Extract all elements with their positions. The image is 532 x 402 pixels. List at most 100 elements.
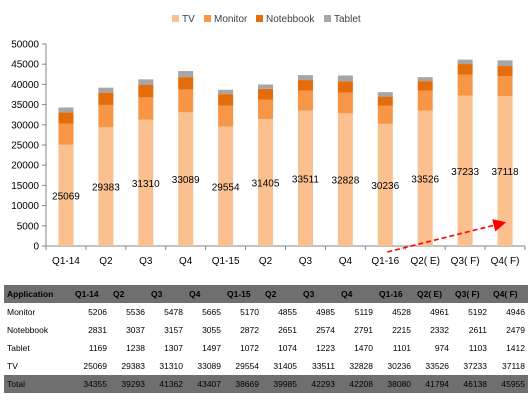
bar-segment-monitor xyxy=(457,74,473,96)
bar-segment-tablet xyxy=(258,84,274,89)
table-cell: 4961 xyxy=(430,307,449,317)
x-tick-label: Q1-16 xyxy=(371,256,399,267)
y-tick-label: 15000 xyxy=(11,181,39,192)
bar-segment-notebbook xyxy=(297,80,313,91)
table-cell: 1497 xyxy=(202,343,221,353)
data-label: 31405 xyxy=(252,179,280,190)
bar-segment-tablet xyxy=(58,107,74,113)
table-cell: 25069 xyxy=(83,361,107,371)
bar-segment-tablet xyxy=(377,92,393,97)
x-tick-label: Q3 xyxy=(299,256,313,267)
table-header-cell: Q1-16 xyxy=(376,285,414,303)
table-header-cell: Q3( F) xyxy=(452,285,490,303)
bar-segment-monitor xyxy=(138,97,154,120)
table-cell: 2872 xyxy=(240,325,259,335)
trend-arrow xyxy=(387,219,507,253)
data-label: 37118 xyxy=(492,167,520,178)
table-cell: 30236 xyxy=(387,361,411,371)
bar-segment-tv xyxy=(98,127,114,246)
table-row-label: Monitor xyxy=(7,307,36,317)
table-row-label: Total xyxy=(4,375,72,393)
bar-segment-tablet xyxy=(457,59,473,65)
bar-segment-tv xyxy=(377,123,393,246)
x-tick-label: Q1-14 xyxy=(52,256,80,267)
data-label: 25069 xyxy=(52,191,80,202)
table-cell: 37118 xyxy=(501,361,525,371)
table-cell: 5192 xyxy=(468,307,487,317)
bar-segment-tv xyxy=(58,144,74,246)
table-cell: 31310 xyxy=(159,361,183,371)
legend-label-2: Notebbook xyxy=(266,14,315,25)
table-cell: 41794 xyxy=(414,375,452,393)
bars-group xyxy=(58,59,513,247)
x-tick-label: Q4 xyxy=(339,256,353,267)
bar-segment-notebbook xyxy=(417,81,433,91)
y-tick-label: 45000 xyxy=(11,60,39,71)
bar-segment-monitor xyxy=(297,90,313,111)
legend-label-3: Tablet xyxy=(334,14,361,25)
bar-segment-tablet xyxy=(138,79,154,85)
table-row: TV 25069 29383 31310 33089 29554 31405 33511 328… xyxy=(4,357,528,375)
table-cell: 41362 xyxy=(148,375,186,393)
table-cell: 1238 xyxy=(126,343,145,353)
data-label: 29554 xyxy=(212,182,240,193)
table-cell: 1103 xyxy=(468,343,487,353)
table-cell: 34355 xyxy=(72,375,110,393)
x-tick-label: Q3 xyxy=(139,256,153,267)
table-row: Monitor 5206 5536 5478 5665 5170 4855 4985 5119 4… xyxy=(4,303,528,321)
table-cell: 29554 xyxy=(235,361,259,371)
table-cell: 43407 xyxy=(186,375,224,393)
table-cell: 974 xyxy=(434,343,449,353)
table-row-label: Notebbook xyxy=(7,325,49,335)
table-cell: 2611 xyxy=(468,325,487,335)
y-tick-label: 50000 xyxy=(11,40,39,51)
y-axis: 0 5000 10000 15000 20000 25000 30000 35000 40000… xyxy=(11,40,47,253)
data-table: Application Q1-14 Q2 Q3 Q4 Q1-15 Q2 Q3 Q4 Q1-16 Q2… xyxy=(4,285,528,393)
table-cell: 1223 xyxy=(316,343,335,353)
chart-legend: TV Monitor Notebbook Tablet xyxy=(172,14,361,25)
x-tick-label: Q4( F) xyxy=(491,256,520,267)
data-label: 31310 xyxy=(132,179,160,190)
table-cell: 2831 xyxy=(88,325,107,335)
table-cell: 1470 xyxy=(354,343,373,353)
data-label: 37233 xyxy=(451,167,479,178)
table-cell: 5536 xyxy=(126,307,145,317)
bar-segment-tablet xyxy=(497,60,513,67)
data-label: 33511 xyxy=(292,174,320,185)
table-cell: 5206 xyxy=(88,307,107,317)
bar-segment-tv xyxy=(337,113,353,246)
stacked-bar-chart: TV Monitor Notebbook Tablet 0 5000 10000 15000… xyxy=(11,14,526,267)
table-cell: 2215 xyxy=(392,325,411,335)
y-tick-label: 25000 xyxy=(11,141,39,152)
data-label: 32828 xyxy=(331,176,359,187)
data-labels-group: 25069 29383 31310 33089 29554 31405 33511 32828… xyxy=(52,167,519,203)
table-header-cell: Q1-15 xyxy=(224,285,262,303)
table-header-cell: Q1-14 xyxy=(72,285,110,303)
table-header-cell: Q2 xyxy=(262,285,300,303)
bar-segment-monitor xyxy=(218,105,234,127)
bar-segment-monitor xyxy=(178,89,194,113)
bar-segment-notebbook xyxy=(457,64,473,75)
bar-segment-monitor xyxy=(98,104,114,128)
y-tick-label: 10000 xyxy=(11,201,39,212)
bar-segment-tablet xyxy=(417,77,433,82)
table-cell: 1412 xyxy=(506,343,525,353)
y-tick-label: 0 xyxy=(33,242,39,253)
bar-segment-monitor xyxy=(497,76,513,97)
legend-swatch-0 xyxy=(172,15,179,22)
table-cell: 4985 xyxy=(316,307,335,317)
table-header-cell: Q4 xyxy=(338,285,376,303)
bar-segment-monitor xyxy=(258,99,274,120)
table-cell: 33511 xyxy=(311,361,335,371)
y-tick-label: 35000 xyxy=(11,100,39,111)
bar-segment-tv xyxy=(218,126,234,246)
bar-segment-tablet xyxy=(297,75,313,81)
bar-segment-monitor xyxy=(417,90,433,111)
bar-segment-monitor xyxy=(377,105,393,124)
table-cell: 42293 xyxy=(300,375,338,393)
bar-segment-notebbook xyxy=(497,66,513,77)
table-cell: 37233 xyxy=(463,361,487,371)
bar-segment-notebbook xyxy=(337,81,353,93)
table-header-cell: Q4 xyxy=(186,285,224,303)
table-cell: 2479 xyxy=(506,325,525,335)
